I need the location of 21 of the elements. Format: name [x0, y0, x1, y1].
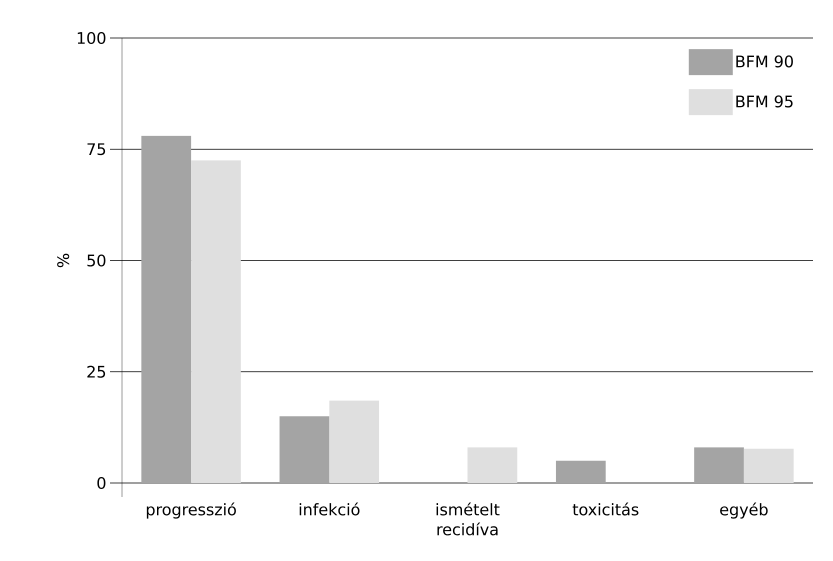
bar [694, 447, 744, 483]
x-tick-label: infekció [300, 502, 360, 516]
legend-label: BFM 95 [736, 95, 793, 108]
y-axis-title: % [57, 254, 70, 268]
bar [191, 160, 241, 483]
x-tick-label: progresszió [146, 502, 236, 519]
bar [468, 447, 518, 483]
bar [556, 460, 606, 483]
bar [280, 416, 330, 483]
y-tick-label: 0 [97, 476, 106, 490]
bar [329, 400, 380, 483]
y-tick-label: 75 [88, 143, 106, 156]
bar [744, 448, 794, 483]
y-tick-label: 50 [87, 254, 106, 267]
legend-label: BFM 90 [736, 55, 793, 68]
y-tick-label: 100 [78, 32, 106, 44]
y-tick-label: 25 [87, 366, 106, 378]
x-tick-label: ismételt recidíva [436, 502, 500, 536]
x-tick-label: toxicitás [572, 502, 638, 516]
bar [141, 136, 192, 483]
x-tick-label: egyéb [720, 502, 768, 519]
